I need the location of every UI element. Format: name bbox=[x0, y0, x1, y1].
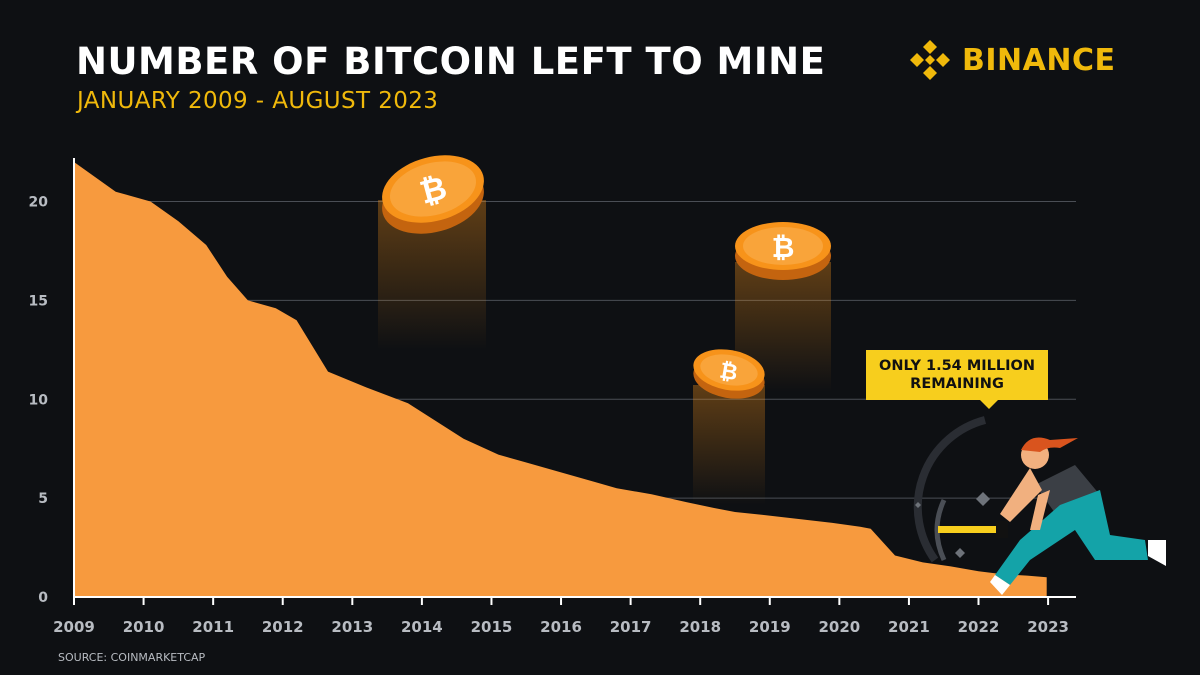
y-tick-label: 20 bbox=[29, 195, 49, 211]
area-series bbox=[74, 162, 1047, 597]
x-tick-label: 2016 bbox=[540, 618, 582, 636]
x-tick-label: 2009 bbox=[53, 618, 95, 636]
bitcoin-coin-icon: ₿ bbox=[693, 349, 765, 399]
bitcoin-coin-icon: ₿ bbox=[382, 155, 484, 234]
x-tick-label: 2011 bbox=[192, 618, 234, 636]
callout-line-1: ONLY 1.54 MILLION bbox=[879, 358, 1035, 374]
x-tick-label: 2017 bbox=[610, 618, 652, 636]
remaining-callout: ONLY 1.54 MILLION REMAINING bbox=[866, 350, 1048, 409]
svg-text:₿: ₿ bbox=[772, 231, 795, 264]
x-tick-label: 2020 bbox=[818, 618, 860, 636]
x-tick-label: 2021 bbox=[888, 618, 930, 636]
x-tick-label: 2012 bbox=[262, 618, 304, 636]
x-tick-label: 2010 bbox=[123, 618, 165, 636]
coin-glow bbox=[693, 385, 765, 505]
source-note: SOURCE: COINMARKETCAP bbox=[58, 651, 206, 664]
page-subtitle: JANUARY 2009 - AUGUST 2023 bbox=[77, 88, 439, 114]
x-tick-label: 2014 bbox=[401, 618, 443, 636]
y-tick-label: 10 bbox=[29, 392, 49, 408]
binance-logo-icon bbox=[910, 40, 950, 80]
brand-logo: BINANCE bbox=[906, 36, 1115, 84]
callout-line-2: REMAINING bbox=[910, 376, 1004, 392]
y-tick-label: 15 bbox=[29, 293, 48, 309]
x-tick-label: 2015 bbox=[471, 618, 513, 636]
bitcoin-coin-icon: ₿ bbox=[735, 222, 831, 280]
x-tick-label: 2018 bbox=[679, 618, 721, 636]
page-title: NUMBER OF BITCOIN LEFT TO MINE bbox=[76, 40, 826, 83]
y-tick-label: 0 bbox=[38, 590, 48, 606]
x-tick-label: 2013 bbox=[331, 618, 373, 636]
svg-text:₿: ₿ bbox=[718, 359, 740, 387]
x-tick-label: 2023 bbox=[1027, 618, 1069, 636]
y-tick-labels: 0 5 10 15 20 bbox=[29, 195, 49, 606]
y-tick-label: 5 bbox=[38, 491, 48, 507]
x-tick-labels: 2009 2010 2011 2012 2013 2014 2015 2016 2017 2018… bbox=[53, 597, 1069, 636]
x-tick-label: 2022 bbox=[958, 618, 1000, 636]
x-tick-label: 2019 bbox=[749, 618, 791, 636]
miner-illustration-icon bbox=[913, 416, 1166, 595]
brand-name: BINANCE bbox=[962, 42, 1116, 78]
